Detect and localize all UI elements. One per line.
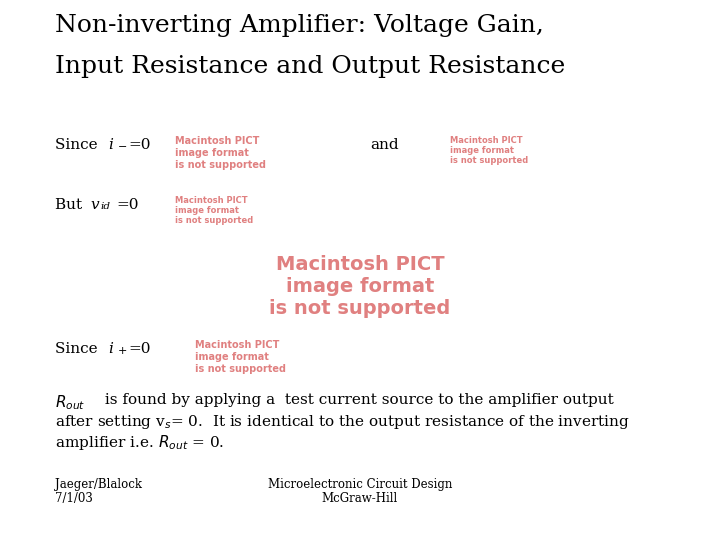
Text: id: id [100,202,110,211]
Text: is not supported: is not supported [450,156,528,165]
Text: is found by applying a  test current source to the amplifier output: is found by applying a test current sour… [100,393,613,407]
Text: is not supported: is not supported [175,216,253,225]
Text: +: + [118,346,127,356]
Text: But: But [55,198,87,212]
Text: Input Resistance and Output Resistance: Input Resistance and Output Resistance [55,55,565,78]
Text: amplifier i.e. $R_{out}$ = 0.: amplifier i.e. $R_{out}$ = 0. [55,433,224,452]
Text: −: − [118,142,127,152]
Text: Microelectronic Circuit Design: Microelectronic Circuit Design [268,478,452,491]
Text: is not supported: is not supported [269,299,451,318]
Text: image format: image format [450,146,514,155]
Text: is not supported: is not supported [175,160,266,170]
Text: =0: =0 [128,342,150,356]
Text: image format: image format [286,277,434,296]
Text: =0: =0 [128,138,150,152]
Text: image format: image format [195,352,269,362]
Text: Macintosh PICT: Macintosh PICT [276,255,444,274]
Text: Macintosh PICT: Macintosh PICT [175,136,259,146]
Text: Since: Since [55,138,102,152]
Text: v: v [90,198,99,212]
Text: Macintosh PICT: Macintosh PICT [195,340,279,350]
Text: Jaeger/Blalock: Jaeger/Blalock [55,478,142,491]
Text: after setting v$_s$= 0.  It is identical to the output resistance of the inverti: after setting v$_s$= 0. It is identical … [55,413,630,431]
Text: =0: =0 [116,198,138,212]
Text: Since: Since [55,342,102,356]
Text: $R_{out}$: $R_{out}$ [55,393,86,411]
Text: i: i [108,138,113,152]
Text: 7/1/03: 7/1/03 [55,492,93,505]
Text: McGraw-Hill: McGraw-Hill [322,492,398,505]
Text: Macintosh PICT: Macintosh PICT [175,196,248,205]
Text: is not supported: is not supported [195,364,286,374]
Text: image format: image format [175,206,239,215]
Text: Non-inverting Amplifier: Voltage Gain,: Non-inverting Amplifier: Voltage Gain, [55,14,544,37]
Text: Macintosh PICT: Macintosh PICT [450,136,523,145]
Text: image format: image format [175,148,249,158]
Text: i: i [108,342,113,356]
Text: and: and [370,138,399,152]
